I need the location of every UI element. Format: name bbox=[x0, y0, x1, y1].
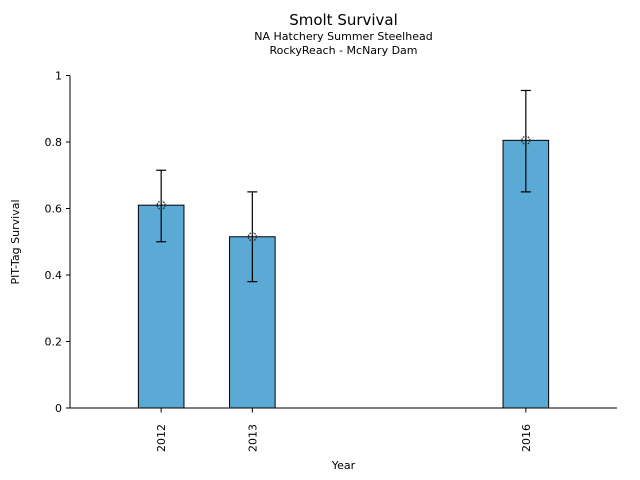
data-point-marker-2012 bbox=[156, 200, 166, 210]
y-tick-label: 0 bbox=[55, 402, 62, 415]
data-point-marker-2016 bbox=[521, 135, 531, 146]
y-tick-label: 0.2 bbox=[45, 336, 63, 349]
y-tick-label: 1 bbox=[55, 70, 62, 83]
x-tick-label: 2016 bbox=[520, 424, 533, 452]
y-tick-label: 0.4 bbox=[45, 269, 63, 282]
x-tick-label: 2013 bbox=[246, 424, 259, 452]
y-tick-label: 0.6 bbox=[45, 203, 63, 216]
chart-title: Smolt Survival bbox=[289, 11, 398, 29]
x-tick-label: 2012 bbox=[155, 424, 168, 452]
chart-subtitle-line2: RockyReach - McNary Dam bbox=[269, 44, 418, 57]
chart-subtitle-line1: NA Hatchery Summer Steelhead bbox=[254, 30, 433, 43]
y-tick-label: 0.8 bbox=[45, 136, 63, 149]
x-axis-label: Year bbox=[331, 459, 356, 472]
data-point-marker-2013 bbox=[247, 232, 258, 242]
y-axis-label: PIT-Tag Survival bbox=[9, 199, 22, 285]
